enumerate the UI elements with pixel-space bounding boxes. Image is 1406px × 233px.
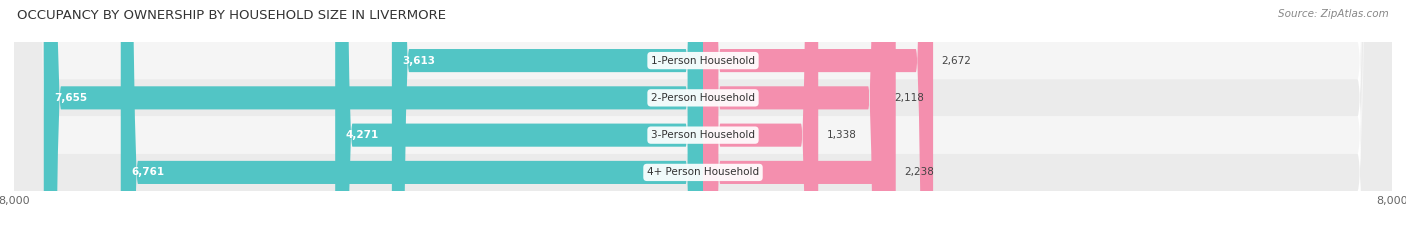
FancyBboxPatch shape	[14, 0, 1392, 233]
Text: 1-Person Household: 1-Person Household	[651, 56, 755, 65]
FancyBboxPatch shape	[703, 0, 818, 233]
FancyBboxPatch shape	[121, 0, 703, 233]
Text: 2,238: 2,238	[904, 168, 934, 177]
Text: 3-Person Household: 3-Person Household	[651, 130, 755, 140]
FancyBboxPatch shape	[703, 0, 886, 233]
Text: 7,655: 7,655	[53, 93, 87, 103]
Text: 2,118: 2,118	[894, 93, 924, 103]
FancyBboxPatch shape	[14, 0, 1392, 233]
FancyBboxPatch shape	[703, 0, 896, 233]
FancyBboxPatch shape	[14, 0, 1392, 233]
FancyBboxPatch shape	[335, 0, 703, 233]
FancyBboxPatch shape	[44, 0, 703, 233]
Text: 2,672: 2,672	[942, 56, 972, 65]
Text: 2-Person Household: 2-Person Household	[651, 93, 755, 103]
Text: 1,338: 1,338	[827, 130, 856, 140]
Text: Source: ZipAtlas.com: Source: ZipAtlas.com	[1278, 9, 1389, 19]
Text: 4+ Person Household: 4+ Person Household	[647, 168, 759, 177]
Text: 4,271: 4,271	[346, 130, 378, 140]
Text: 6,761: 6,761	[131, 168, 165, 177]
FancyBboxPatch shape	[703, 0, 934, 233]
Text: 3,613: 3,613	[402, 56, 436, 65]
Text: OCCUPANCY BY OWNERSHIP BY HOUSEHOLD SIZE IN LIVERMORE: OCCUPANCY BY OWNERSHIP BY HOUSEHOLD SIZE…	[17, 9, 446, 22]
FancyBboxPatch shape	[14, 0, 1392, 233]
FancyBboxPatch shape	[392, 0, 703, 233]
